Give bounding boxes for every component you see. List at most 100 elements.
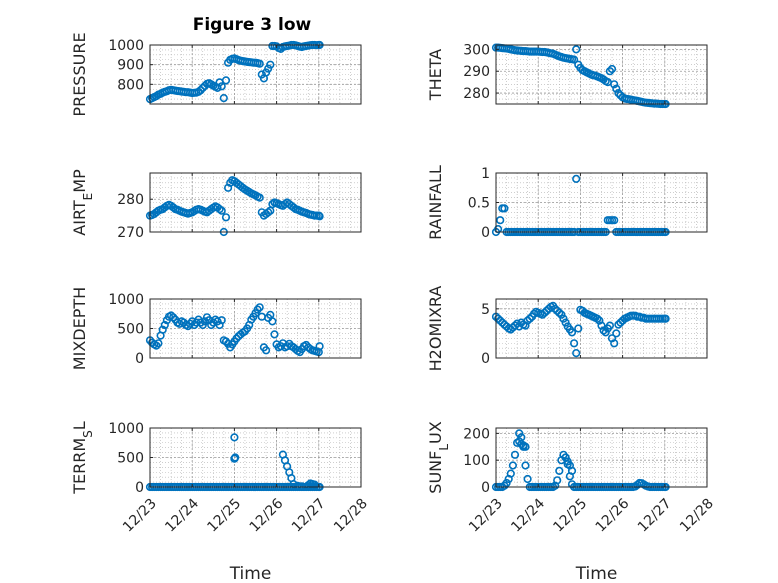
data-point	[255, 193, 264, 202]
y-tick-label: 270	[117, 225, 144, 241]
data-point	[262, 346, 271, 355]
data-point	[574, 324, 583, 333]
figure-title: Figure 3 low	[193, 15, 312, 35]
data-point	[553, 476, 562, 485]
y-tick-label: 1	[481, 166, 490, 182]
data-point	[315, 212, 324, 221]
data-point	[567, 328, 577, 337]
series-h2omixra	[491, 301, 670, 358]
data-point	[167, 311, 176, 320]
data-point	[169, 313, 178, 322]
data-point	[555, 308, 564, 317]
axes-box	[495, 298, 708, 359]
data-point	[610, 216, 619, 225]
y-axis-label: TERRMSL	[70, 421, 95, 495]
x-tick-label: 12/28	[677, 496, 717, 536]
y-tick-label: 0	[481, 480, 490, 496]
data-point	[230, 433, 239, 442]
data-point	[593, 314, 602, 323]
axes-box	[495, 44, 708, 105]
subplot-terr-msl: 0 500 1000 TERRMSL 12/23 12/24 12/25 12/26 12/27…	[70, 421, 371, 583]
y-tick-label: 0	[481, 225, 490, 241]
data-point	[569, 339, 579, 348]
data-point	[557, 310, 566, 319]
y-tick-label: 1000	[108, 38, 144, 54]
x-tick-label: 12/23	[120, 496, 160, 536]
data-point	[200, 317, 209, 326]
data-point	[253, 305, 262, 314]
x-tick-label: 12/26	[247, 496, 287, 536]
data-point	[506, 469, 515, 478]
y-tick-label: 900	[117, 58, 144, 74]
data-point	[612, 84, 621, 93]
y-tick-label: 0	[481, 351, 490, 367]
data-point	[152, 341, 161, 350]
y-tick-label: 1000	[108, 292, 144, 308]
y-axis-label: SUNFLUX	[426, 421, 451, 493]
y-tick-label: 300	[463, 42, 490, 58]
x-axis-label: Time	[575, 564, 618, 583]
x-tick-label: 12/27	[289, 496, 329, 536]
data-point	[521, 442, 530, 451]
grid	[495, 44, 708, 105]
data-point	[215, 320, 224, 330]
data-point	[563, 457, 572, 466]
series-theta	[491, 43, 670, 109]
y-tick-label: 0	[135, 480, 144, 496]
subplot-air-temp: 270 280 AIRTEMP	[70, 169, 362, 241]
x-axis-label: Time	[229, 564, 272, 583]
axes-box	[495, 427, 708, 488]
x-tick-label: 12/26	[593, 496, 633, 536]
x-tick-label: 12/28	[331, 496, 371, 536]
data-point	[610, 339, 619, 348]
subplot-h2omixra: 0 5 H2OMIXRA	[426, 286, 708, 372]
y-axis-label: THETA	[426, 49, 445, 101]
x-tick-label: 12/25	[204, 496, 244, 536]
data-point	[523, 474, 532, 484]
data-point	[500, 204, 509, 213]
x-tick-label: 12/25	[550, 496, 590, 536]
x-tick-label: 12/24	[162, 496, 202, 536]
data-point	[599, 326, 608, 335]
y-tick-label: 0.5	[468, 196, 490, 212]
data-point	[550, 304, 560, 313]
data-point	[221, 213, 231, 222]
y-axis-label: MIXDEPTH	[70, 287, 89, 370]
data-point	[266, 60, 275, 69]
data-point	[196, 86, 205, 95]
data-point	[510, 321, 520, 330]
data-point	[525, 314, 534, 323]
subplot-theta: 280 290 300 THETA	[426, 42, 708, 109]
data-point	[217, 206, 226, 215]
data-point	[160, 320, 169, 330]
subplot-mixdepth: 0 500 1000 MIXDEPTH	[70, 287, 362, 370]
series-air-temp	[145, 176, 324, 237]
data-point	[221, 337, 231, 346]
data-point	[270, 330, 279, 339]
data-point	[605, 321, 615, 330]
data-point	[508, 461, 518, 470]
data-point	[555, 466, 564, 476]
subplot-pressure: 800 900 1000 PRESSURE	[70, 32, 362, 117]
x-tick-label: 12/27	[635, 496, 675, 536]
y-axis-label: H2OMIXRA	[426, 286, 445, 372]
y-tick-label: 500	[117, 451, 144, 467]
data-point	[610, 80, 619, 89]
data-point	[607, 64, 617, 74]
y-tick-label: 290	[463, 64, 490, 80]
data-point	[496, 216, 505, 225]
x-tick-label: 12/24	[508, 496, 548, 536]
data-point	[515, 429, 524, 438]
y-axis-label: RAINFALL	[426, 165, 445, 240]
subplot-rainfall: 0 0.5 1 RAINFALL	[426, 165, 708, 241]
data-point	[217, 316, 226, 325]
data-point	[510, 450, 520, 459]
data-point	[612, 329, 621, 338]
data-point	[561, 453, 570, 462]
y-axis-label: AIRTEMP	[70, 169, 95, 236]
series-mixdepth	[145, 303, 324, 357]
data-point	[217, 82, 226, 91]
data-point	[521, 461, 530, 470]
